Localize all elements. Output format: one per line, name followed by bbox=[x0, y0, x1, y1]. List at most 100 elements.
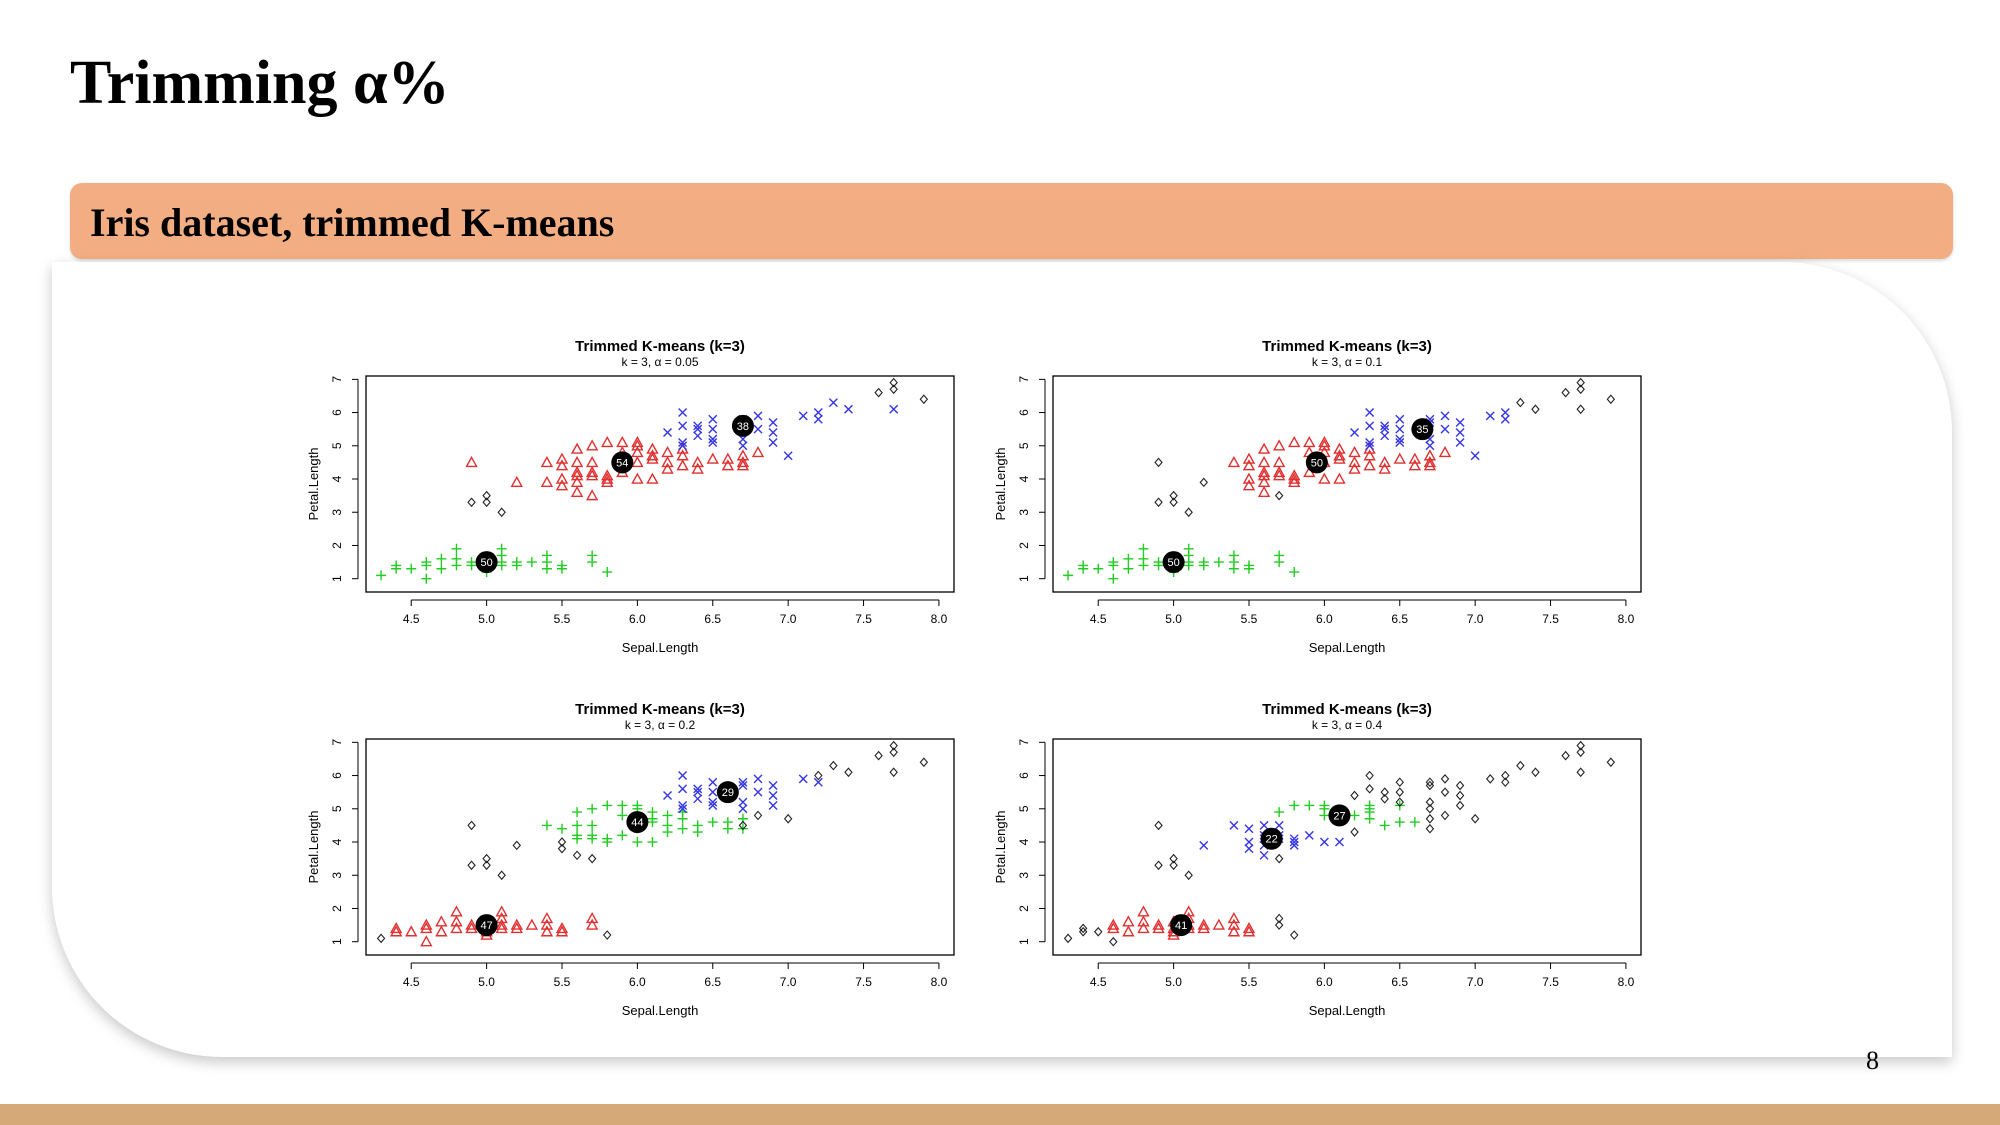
diamond-point bbox=[1561, 387, 1570, 398]
cross-point bbox=[708, 777, 718, 787]
plus-point bbox=[436, 553, 447, 564]
x-tick-label: 7.0 bbox=[780, 612, 797, 626]
triangle-point bbox=[465, 921, 478, 934]
triangle-point bbox=[1137, 915, 1150, 927]
cross-point bbox=[843, 404, 853, 414]
plus-point bbox=[1183, 543, 1194, 554]
plus-point bbox=[421, 557, 432, 568]
x-tick-label: 7.0 bbox=[1467, 975, 1484, 989]
triangle-point bbox=[1107, 921, 1120, 934]
triangle-point bbox=[1438, 445, 1452, 458]
cross-point bbox=[693, 794, 703, 804]
diamond-point bbox=[482, 490, 491, 501]
y-tick-label: 4 bbox=[1017, 475, 1031, 482]
cross-point bbox=[708, 787, 718, 797]
diamond-point bbox=[1425, 777, 1435, 788]
x-tick-label: 5.0 bbox=[1165, 612, 1182, 626]
y-axis-label: Petal.Length bbox=[306, 810, 321, 883]
triangle-point bbox=[1288, 472, 1301, 484]
cluster-center-label: 38 bbox=[737, 421, 749, 433]
plus-point bbox=[632, 800, 643, 811]
triangle-point bbox=[1107, 918, 1120, 930]
cross-point bbox=[678, 408, 688, 418]
plus-point bbox=[1349, 810, 1360, 821]
scatter-chart-1: Trimmed K-means (k=3)k = 3, α = 0.05 4.5 5… bbox=[306, 338, 955, 655]
diamond-point bbox=[482, 853, 491, 864]
diamond-point bbox=[1455, 780, 1465, 791]
triangle-point bbox=[495, 912, 508, 924]
x-tick-label: 5.5 bbox=[1241, 612, 1258, 626]
chart-title: Trimmed K-means (k=3) bbox=[575, 338, 745, 355]
cross-point bbox=[798, 411, 808, 421]
triangle-point bbox=[585, 469, 599, 481]
plus-point bbox=[1289, 800, 1300, 811]
plus-point bbox=[1364, 800, 1375, 811]
section-header-text: Iris dataset, trimmed K-means bbox=[90, 200, 615, 245]
triangle-point bbox=[389, 925, 403, 937]
diamond-point bbox=[1274, 913, 1284, 924]
x-axis-label: Sepal.Length bbox=[622, 1003, 699, 1018]
diamond-point bbox=[1425, 813, 1435, 824]
chart-title: Trimmed K-means (k=3) bbox=[1262, 338, 1432, 355]
y-tick-label: 3 bbox=[1017, 509, 1031, 516]
plot-frame bbox=[365, 375, 955, 593]
diamond-point bbox=[1063, 933, 1073, 944]
cross-point bbox=[1380, 421, 1390, 431]
cross-point bbox=[708, 437, 718, 447]
diamond-point bbox=[874, 387, 883, 398]
plus-point bbox=[541, 550, 552, 561]
triangle-point bbox=[1378, 462, 1391, 474]
diamond-point bbox=[1154, 820, 1163, 831]
plus-point bbox=[1123, 563, 1134, 574]
plus-point bbox=[1138, 553, 1149, 564]
cross-point bbox=[1365, 421, 1375, 431]
cross-point bbox=[783, 451, 793, 461]
cross-point bbox=[1440, 424, 1450, 434]
plus-point bbox=[1319, 800, 1330, 811]
cluster-center-label: 50 bbox=[1167, 557, 1179, 569]
cross-point bbox=[1244, 844, 1254, 854]
diamond-point bbox=[1501, 770, 1510, 781]
triangle-point bbox=[1212, 918, 1226, 930]
triangle-point bbox=[420, 918, 433, 930]
x-tick-label: 7.0 bbox=[780, 975, 797, 989]
y-tick-label: 4 bbox=[330, 475, 344, 482]
triangle-point bbox=[1318, 436, 1331, 448]
cross-point bbox=[708, 424, 718, 434]
y-tick-label: 7 bbox=[1017, 739, 1031, 746]
cross-point bbox=[1334, 837, 1344, 847]
diamond-point bbox=[587, 853, 597, 864]
triangle-point bbox=[646, 442, 659, 454]
plus-point bbox=[376, 570, 387, 581]
diamond-point bbox=[1440, 810, 1450, 821]
series-diamond bbox=[467, 377, 929, 518]
cluster-center bbox=[1328, 804, 1351, 827]
cross-point bbox=[1455, 418, 1465, 428]
plus-point bbox=[557, 560, 567, 571]
diamond-point bbox=[889, 377, 898, 388]
plus-point bbox=[1198, 557, 1209, 568]
cluster-center-label: 44 bbox=[631, 817, 643, 829]
diamond-point bbox=[1531, 767, 1540, 778]
diamond-point bbox=[919, 757, 929, 768]
triangle-point bbox=[435, 925, 448, 937]
y-tick-label: 5 bbox=[1017, 805, 1031, 812]
cluster-center bbox=[475, 551, 498, 574]
plus-point bbox=[722, 817, 733, 828]
plot-frame bbox=[365, 738, 955, 956]
diamond-point bbox=[1576, 384, 1585, 395]
triangle-point bbox=[1288, 475, 1301, 488]
triangle-point bbox=[585, 918, 599, 930]
plus-point bbox=[587, 550, 598, 561]
plus-point bbox=[1108, 557, 1119, 568]
triangle-point bbox=[616, 436, 629, 448]
diamond-point bbox=[1440, 774, 1450, 784]
plus-point bbox=[1304, 800, 1315, 811]
plus-point bbox=[632, 837, 643, 848]
triangle-point bbox=[1348, 462, 1361, 474]
triangle-point bbox=[1122, 925, 1135, 937]
diamond-point bbox=[1380, 793, 1389, 804]
cross-point bbox=[693, 784, 703, 794]
diamond-point bbox=[1274, 853, 1284, 864]
y-tick-label: 2 bbox=[1017, 905, 1031, 912]
